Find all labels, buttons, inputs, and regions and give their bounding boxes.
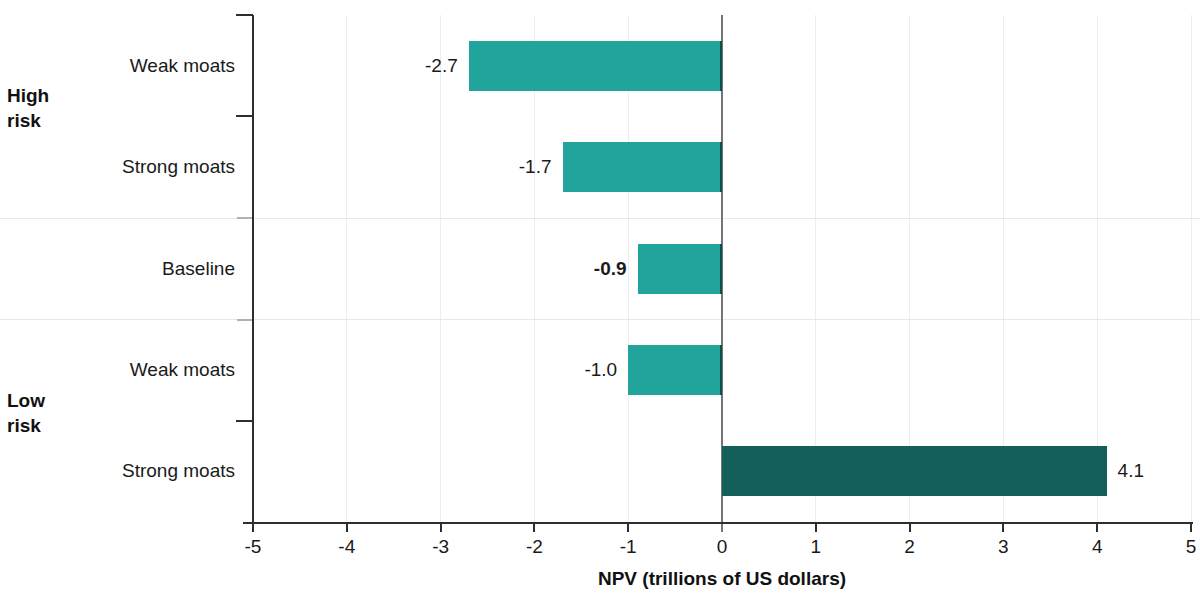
bar-value-label: -1.7 bbox=[452, 142, 552, 192]
group-label-line: Low bbox=[7, 388, 45, 413]
x-axis-tick-label: -1 bbox=[598, 536, 658, 558]
x-axis-tick-label: -5 bbox=[223, 536, 283, 558]
bar bbox=[722, 446, 1107, 496]
x-axis-tick bbox=[627, 524, 629, 532]
x-axis-tick bbox=[1190, 524, 1192, 532]
x-axis-tick-label: 4 bbox=[1067, 536, 1127, 558]
x-axis-tick-label: 2 bbox=[880, 536, 940, 558]
x-axis-tick-label: 5 bbox=[1161, 536, 1200, 558]
x-axis-tick bbox=[909, 524, 911, 532]
category-label: Baseline bbox=[0, 244, 235, 294]
x-axis-tick-label: -3 bbox=[411, 536, 471, 558]
bar bbox=[469, 41, 722, 91]
y-axis-line bbox=[252, 15, 254, 522]
bar-value-label: 4.1 bbox=[1118, 446, 1144, 496]
bar-value-label: -2.7 bbox=[358, 41, 458, 91]
y-axis-tick bbox=[236, 420, 253, 422]
group-label: Highrisk bbox=[7, 83, 49, 133]
x-axis-line bbox=[243, 522, 1193, 524]
group-label: Lowrisk bbox=[7, 388, 45, 438]
x-axis-tick bbox=[721, 524, 723, 532]
bar bbox=[628, 345, 722, 395]
vertical-gridline bbox=[1191, 15, 1192, 522]
x-axis-tick-label: 1 bbox=[786, 536, 846, 558]
x-axis-tick bbox=[252, 524, 254, 532]
y-axis-tick bbox=[236, 115, 253, 117]
category-label: Strong moats bbox=[0, 446, 235, 496]
group-label-line: High bbox=[7, 83, 49, 108]
group-separator-line bbox=[0, 218, 1200, 219]
x-axis-tick-label: -2 bbox=[504, 536, 564, 558]
group-separator-line bbox=[0, 319, 1200, 320]
x-axis-tick bbox=[1002, 524, 1004, 532]
x-axis-tick bbox=[346, 524, 348, 532]
bar-value-label: -0.9 bbox=[527, 244, 627, 294]
vertical-gridline bbox=[628, 15, 629, 522]
x-axis-tick bbox=[815, 524, 817, 532]
x-axis-tick-label: 3 bbox=[973, 536, 1033, 558]
group-label-line: risk bbox=[7, 413, 45, 438]
x-axis-tick-label: 0 bbox=[692, 536, 752, 558]
group-label-line: risk bbox=[7, 108, 49, 133]
x-axis-title: NPV (trillions of US dollars) bbox=[522, 568, 922, 590]
bar-value-label: -1.0 bbox=[517, 345, 617, 395]
vertical-gridline bbox=[346, 15, 347, 522]
category-label: Strong moats bbox=[0, 142, 235, 192]
x-axis-tick-label: -4 bbox=[317, 536, 377, 558]
npv-bar-chart: -2.7-1.7-0.9-1.04.1Weak moatsStrong moat… bbox=[0, 0, 1200, 600]
x-axis-tick bbox=[1096, 524, 1098, 532]
bar bbox=[638, 244, 722, 294]
bar bbox=[563, 142, 722, 192]
x-axis-tick bbox=[533, 524, 535, 532]
x-axis-tick bbox=[440, 524, 442, 532]
vertical-gridline bbox=[440, 15, 441, 522]
y-axis-tick bbox=[236, 14, 253, 16]
